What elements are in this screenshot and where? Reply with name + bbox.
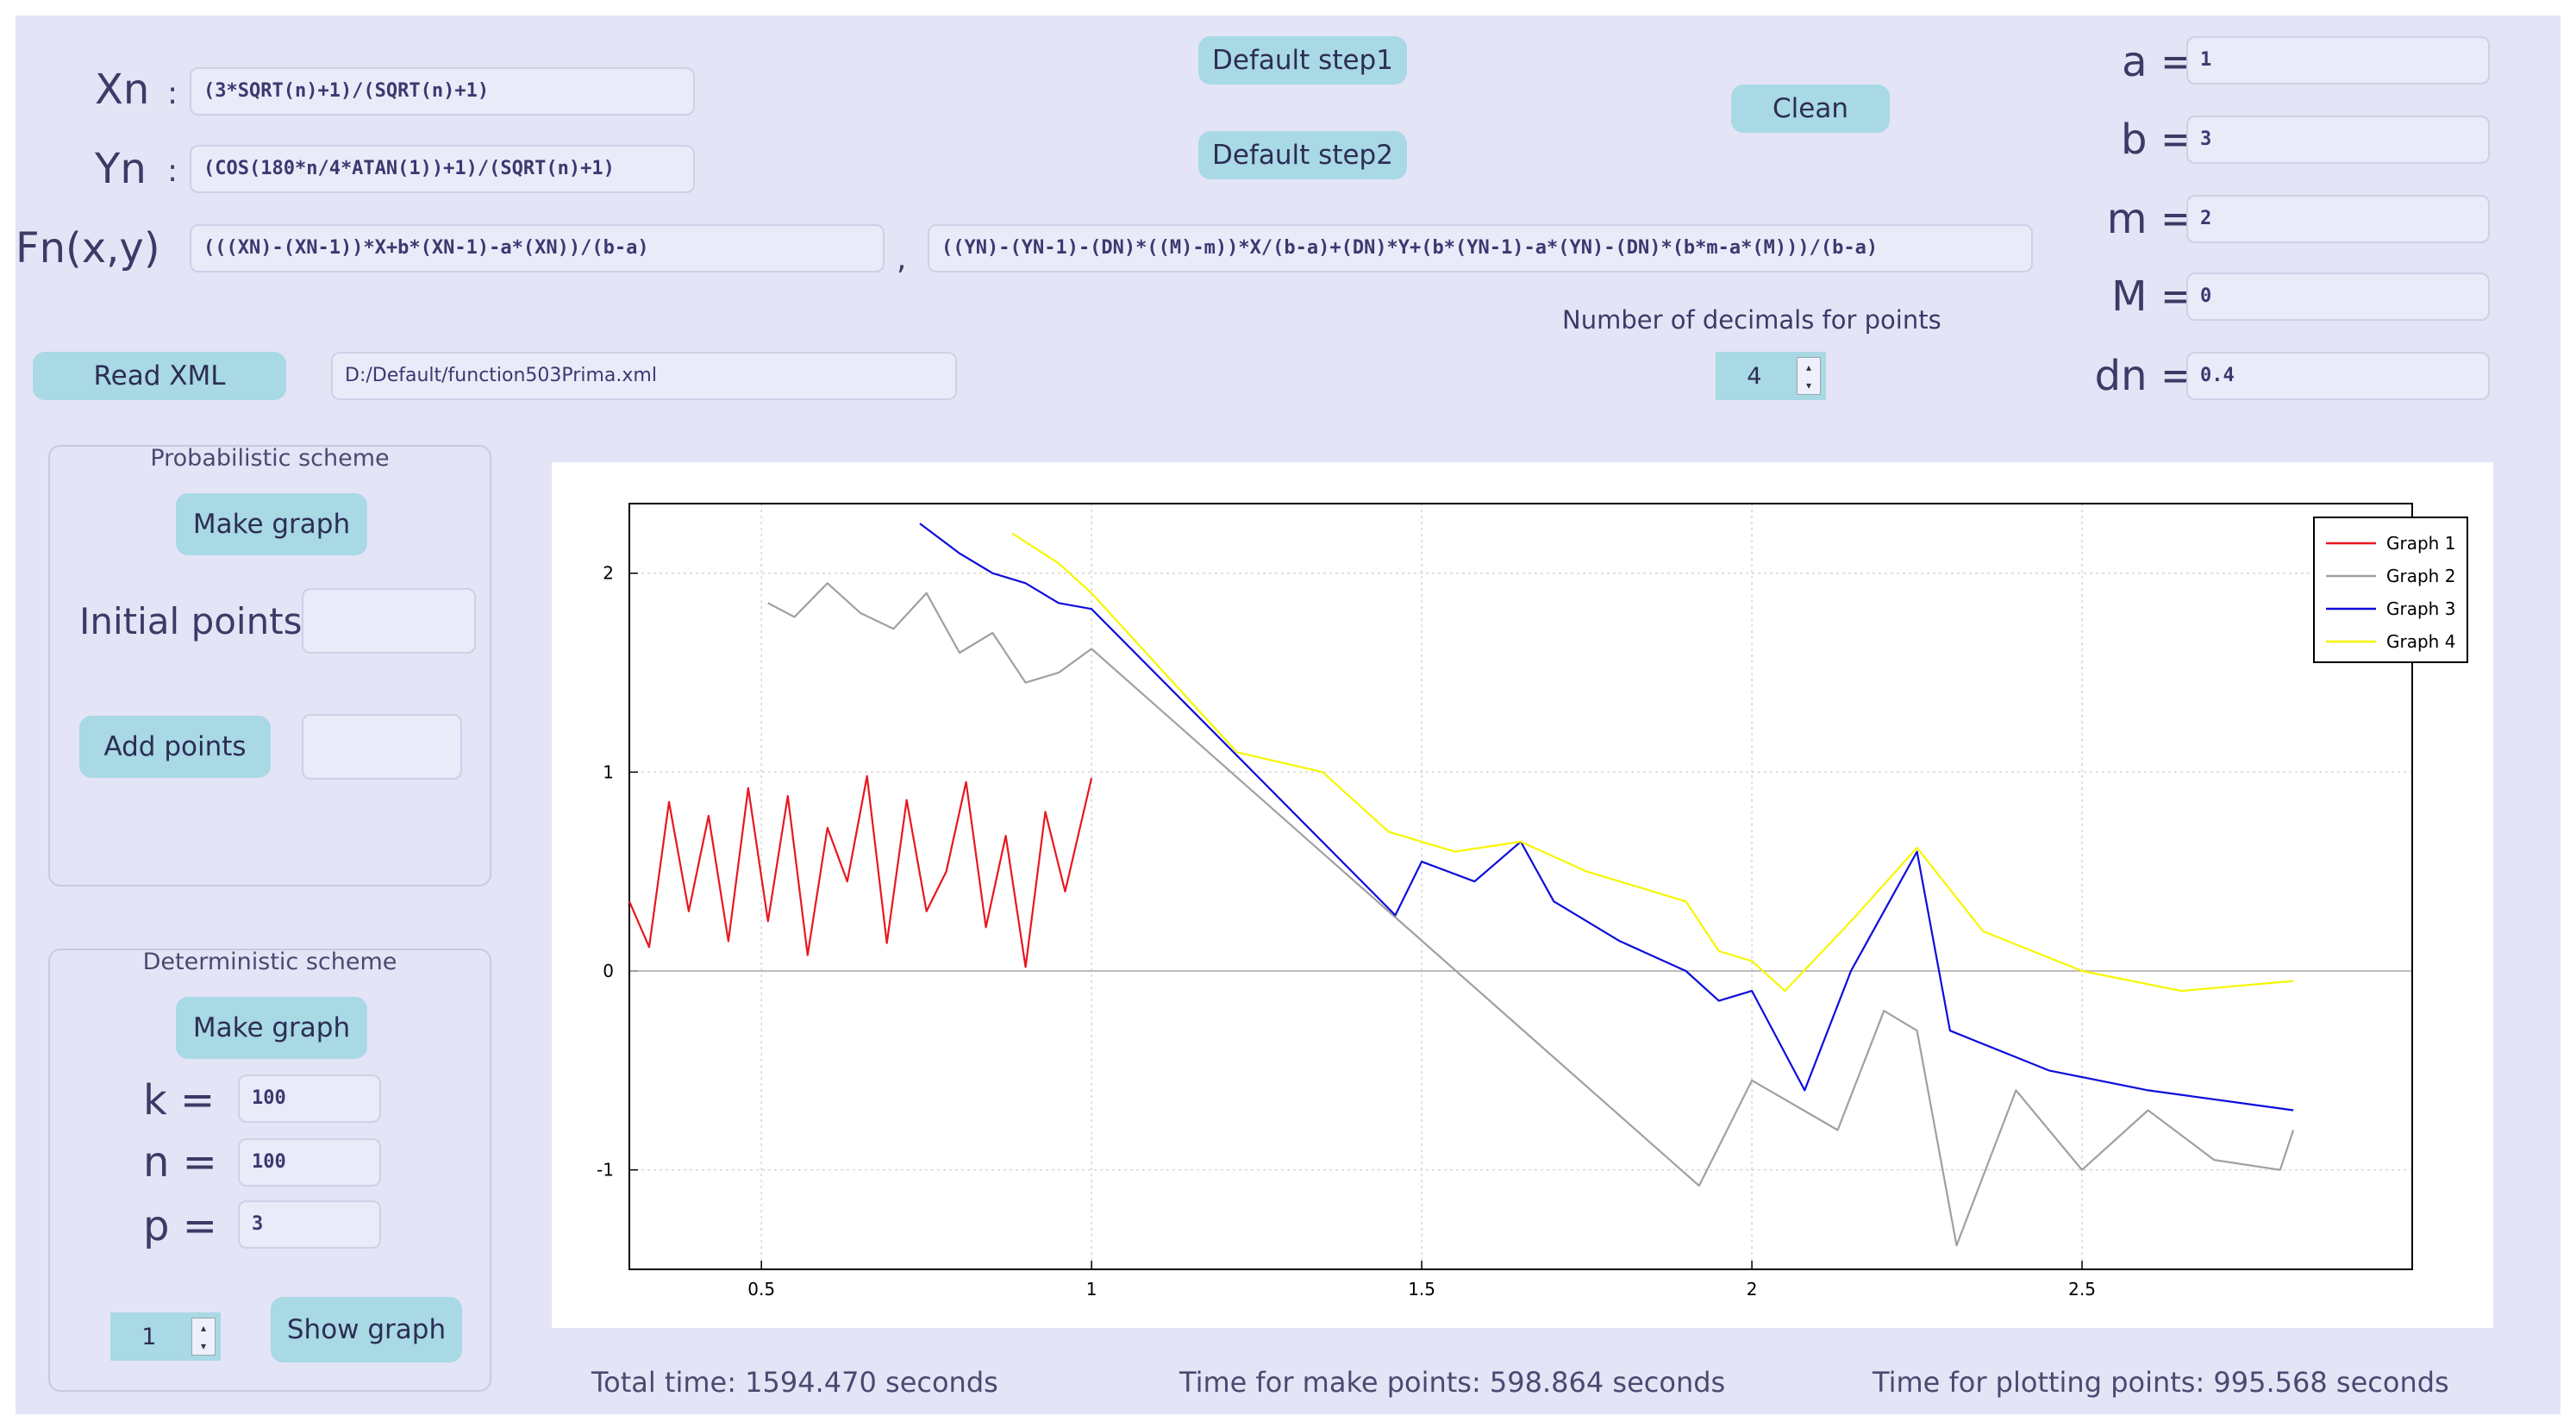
yn-formula-input[interactable]: (COS(180*n/4*ATAN(1))+1)/(SQRT(n)+1) <box>190 145 695 193</box>
clean-button[interactable]: Clean <box>1731 85 1890 133</box>
n-input[interactable]: 100 <box>238 1138 381 1187</box>
legend-label-1: Graph 1 <box>2386 533 2455 554</box>
series-line-1 <box>628 774 1093 968</box>
param-dn-input[interactable]: 0.4 <box>2186 352 2490 400</box>
fn-x-formula-input[interactable]: (((XN)-(XN-1))*X+b*(XN-1)-a*(XN))/(b-a) <box>190 224 885 272</box>
probabilistic-scheme-group: Probabilistic scheme Make graph Initial … <box>48 445 491 886</box>
xn-formula-input[interactable]: (3*SQRT(n)+1)/(SQRT(n)+1) <box>190 67 695 116</box>
param-b-input[interactable]: 3 <box>2186 116 2490 164</box>
fn-comma: , <box>897 241 907 277</box>
x-tick-label: 2 <box>1747 1279 1758 1300</box>
param-M-label: M = <box>2111 272 2195 321</box>
make-points-time-label: Time for make points: 598.864 seconds <box>1179 1366 1726 1399</box>
legend-label-2: Graph 2 <box>2386 566 2455 586</box>
param-a-input[interactable]: 1 <box>2186 36 2490 85</box>
chart: 0.5 1 1.5 2 2.5 -1 0 1 2 Graph 1 Graph 2 Graph 3 Gra… <box>597 503 2468 1300</box>
decimals-label: Number of decimals for points <box>1562 305 1941 335</box>
param-m-input[interactable]: 2 <box>2186 195 2490 243</box>
graph-index-value: 1 <box>141 1323 157 1350</box>
param-b-label: b = <box>2121 116 2195 164</box>
xn-label: Xn <box>95 66 150 114</box>
p-input[interactable]: 3 <box>238 1200 381 1249</box>
initial-points-label: Initial points: <box>79 600 315 642</box>
decimals-value: 4 <box>1747 362 1762 390</box>
decimals-spinbox[interactable]: 4 ▴ ▾ <box>1716 352 1826 400</box>
deterministic-scheme-title: Deterministic scheme <box>142 949 397 975</box>
y-tick-label: 1 <box>603 761 614 782</box>
total-time-label: Total time: 1594.470 seconds <box>591 1366 998 1399</box>
plot-panel: 0.5 1 1.5 2 2.5 -1 0 1 2 Graph 1 Graph 2 Graph 3 Gra… <box>552 462 2493 1328</box>
xn-colon: : <box>167 76 178 111</box>
initial-points-input[interactable] <box>302 588 476 654</box>
xml-path-input[interactable]: D:/Default/function503Prima.xml <box>331 352 957 400</box>
default-step1-button[interactable]: Default step1 <box>1198 36 1407 85</box>
plot-frame <box>628 503 2413 1270</box>
y-tick-label: 2 <box>603 563 614 584</box>
app-window: Xn : (3*SQRT(n)+1)/(SQRT(n)+1) Yn : (COS… <box>16 16 2560 1414</box>
default-step2-button[interactable]: Default step2 <box>1198 131 1407 179</box>
plot-points-time-label: Time for plotting points: 995.568 second… <box>1873 1366 2449 1399</box>
x-tick-label: 2.5 <box>2068 1279 2096 1300</box>
x-tick-label: 1.5 <box>1408 1279 1435 1300</box>
det-make-graph-button[interactable]: Make graph <box>176 997 367 1059</box>
x-tick-label: 0.5 <box>747 1279 775 1300</box>
param-a-label: a = <box>2122 38 2195 86</box>
show-graph-button[interactable]: Show graph <box>271 1297 462 1362</box>
k-input[interactable]: 100 <box>238 1074 381 1123</box>
legend-box <box>2313 517 2468 663</box>
series-line-3 <box>919 523 2294 1112</box>
series-line-4 <box>1011 532 2294 993</box>
fn-y-formula-input[interactable]: ((YN)-(YN-1)-(DN)*((M)-m))*X/(b-a)+(DN)*… <box>928 224 2033 272</box>
graph-index-spinbox[interactable]: 1 ▴ ▾ <box>110 1312 221 1361</box>
add-points-button[interactable]: Add points <box>79 716 271 778</box>
p-label: p = <box>143 1202 217 1250</box>
param-m-label: m = <box>2106 195 2195 243</box>
prob-make-graph-button[interactable]: Make graph <box>176 493 367 555</box>
y-tick-label: 0 <box>603 961 614 981</box>
deterministic-scheme-group: Deterministic scheme Make graph k = 100 … <box>48 949 491 1392</box>
legend-label-4: Graph 4 <box>2386 631 2455 652</box>
read-xml-button[interactable]: Read XML <box>33 352 286 400</box>
yn-label: Yn <box>95 145 147 193</box>
y-tick-label: -1 <box>597 1160 614 1181</box>
param-M-input[interactable]: 0 <box>2186 272 2490 321</box>
n-label: n = <box>143 1138 217 1187</box>
probabilistic-scheme-title: Probabilistic scheme <box>150 445 390 472</box>
legend-label-3: Graph 3 <box>2386 598 2455 619</box>
k-label: k = <box>143 1076 216 1124</box>
param-dn-label: dn = <box>2094 352 2195 400</box>
series-line-2 <box>767 582 2295 1247</box>
spin-arrows-icon[interactable]: ▴ ▾ <box>1797 357 1821 395</box>
fn-label: Fn(x,y) <box>16 224 160 272</box>
x-tick-label: 1 <box>1086 1279 1097 1300</box>
add-points-input[interactable] <box>302 714 462 780</box>
spin-arrows-icon[interactable]: ▴ ▾ <box>191 1318 216 1356</box>
yn-colon: : <box>167 153 178 189</box>
